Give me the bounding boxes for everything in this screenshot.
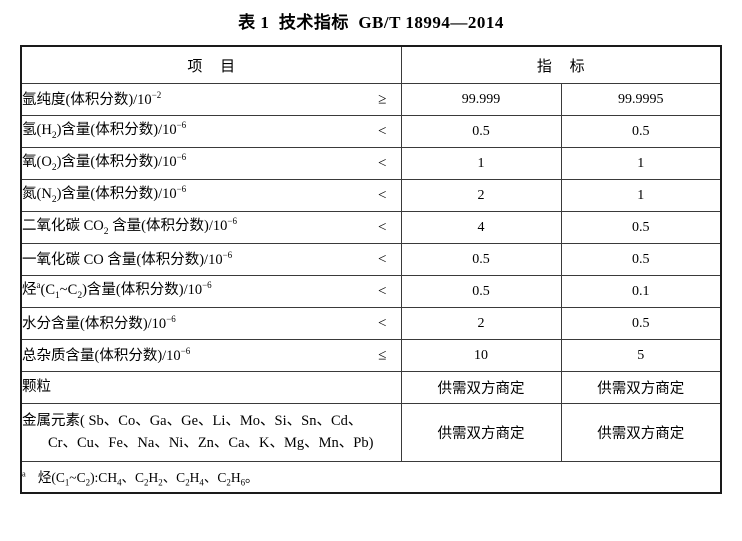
table-footnote: a 烃(C1~C2):CH4、C2H2、C2H4、C2H6。 [20, 461, 722, 494]
row-item-name: 颗粒 [20, 371, 402, 404]
row-value-1: 4 [400, 211, 562, 244]
column-header-item: 项 目 [20, 45, 402, 84]
row-value-1: 0.5 [400, 275, 562, 308]
row-operator: < [378, 315, 387, 332]
row-value-1: 1 [400, 147, 562, 180]
row-item-name: 总杂质含量(体积分数)/10−6 ≤ [20, 339, 402, 372]
table-row: 二氧化碳 CO2 含量(体积分数)/10−6 < 4 0.5 [20, 211, 722, 244]
row-value-1: 供需双方商定 [400, 371, 562, 404]
row-value-2: 0.5 [560, 243, 722, 276]
row-operator: < [378, 187, 387, 204]
table-row: 氧(O2)含量(体积分数)/10−6 < 1 1 [20, 147, 722, 180]
row-item-label: 烃a(C1~C2)含量(体积分数)/10−6 [22, 280, 212, 302]
row-item-label: 氩纯度(体积分数)/10−2 [22, 90, 162, 108]
row-item-name: 烃a(C1~C2)含量(体积分数)/10−6 < [20, 275, 402, 308]
row-item-label: 水分含量(体积分数)/10−6 [22, 314, 176, 332]
row-item-name: 一氧化碳 CO 含量(体积分数)/10−6 < [20, 243, 402, 276]
row-item-label: 氧(O2)含量(体积分数)/10−6 [22, 152, 187, 174]
row-operator: ≤ [378, 347, 387, 364]
table-row: 烃a(C1~C2)含量(体积分数)/10−6 < 0.5 0.1 [20, 275, 722, 308]
footnote-row: a 烃(C1~C2):CH4、C2H2、C2H4、C2H6。 [20, 461, 722, 494]
column-header-item-label: 项 目 [187, 58, 243, 75]
row-item-name: 氧(O2)含量(体积分数)/10−6 < [20, 147, 402, 180]
row-value-1: 99.999 [400, 83, 562, 116]
footnote-marker: a [22, 469, 26, 479]
technical-spec-table: 项 目 指 标 氩纯度(体积分数)/10−2 ≥ 99.999 99.9995 … [20, 45, 723, 494]
row-value-2: 0.1 [560, 275, 722, 308]
row-item-label: 总杂质含量(体积分数)/10−6 [22, 346, 191, 364]
row-operator: < [378, 251, 387, 268]
row-value-2: 0.5 [560, 115, 722, 148]
row-operator: < [378, 155, 387, 172]
row-value-1: 供需双方商定 [400, 403, 562, 462]
row-value-2: 1 [560, 179, 722, 212]
footnote-text: 烃(C1~C2):CH4、C2H2、C2H4、C2H6。 [37, 470, 259, 488]
table-row: 一氧化碳 CO 含量(体积分数)/10−6 < 0.5 0.5 [20, 243, 722, 276]
row-item-name: 金属元素( Sb、Co、Ga、Ge、Li、Mo、Si、Sn、Cd、 Cr、Cu、… [20, 403, 402, 462]
table-row: 水分含量(体积分数)/10−6 < 2 0.5 [20, 307, 722, 340]
row-item-label: 氢(H2)含量(体积分数)/10−6 [22, 120, 187, 142]
row-operator: ≥ [378, 91, 387, 108]
page-title: 表 1 技术指标 GB/T 18994—2014 [238, 13, 504, 32]
row-operator: < [378, 123, 387, 140]
table-row: 颗粒 供需双方商定 供需双方商定 [20, 371, 722, 404]
row-value-2: 1 [560, 147, 722, 180]
row-item-name: 氮(N2)含量(体积分数)/10−6 < [20, 179, 402, 212]
row-value-2: 供需双方商定 [560, 371, 722, 404]
spec-table-container: 项 目 指 标 氩纯度(体积分数)/10−2 ≥ 99.999 99.9995 … [20, 45, 723, 494]
row-value-1: 0.5 [400, 115, 562, 148]
table-row: 总杂质含量(体积分数)/10−6 ≤ 10 5 [20, 339, 722, 372]
table-row: 氮(N2)含量(体积分数)/10−6 < 2 1 [20, 179, 722, 212]
row-item-name: 二氧化碳 CO2 含量(体积分数)/10−6 < [20, 211, 402, 244]
row-item-label: 二氧化碳 CO2 含量(体积分数)/10−6 [22, 216, 237, 238]
table-row: 氩纯度(体积分数)/10−2 ≥ 99.999 99.9995 [20, 83, 722, 116]
row-operator: < [378, 283, 387, 300]
row-value-1: 10 [400, 339, 562, 372]
table-header: 项 目 指 标 [20, 45, 722, 84]
header-row: 项 目 指 标 [20, 45, 722, 84]
row-value-2: 0.5 [560, 307, 722, 340]
table-row: 氢(H2)含量(体积分数)/10−6 < 0.5 0.5 [20, 115, 722, 148]
row-value-1: 2 [400, 179, 562, 212]
column-header-spec-label: 指 标 [536, 58, 592, 75]
column-header-spec: 指 标 [400, 45, 722, 84]
row-item-label: 氮(N2)含量(体积分数)/10−6 [22, 184, 187, 206]
row-value-1: 0.5 [400, 243, 562, 276]
row-value-2: 供需双方商定 [560, 403, 722, 462]
row-value-1: 2 [400, 307, 562, 340]
row-value-2: 99.9995 [560, 83, 722, 116]
row-item-name: 氢(H2)含量(体积分数)/10−6 < [20, 115, 402, 148]
metal-elements-line-2: Cr、Cu、Fe、Na、Ni、Zn、Ca、K、Mg、Mn、Pb) [48, 434, 374, 451]
row-value-2: 5 [560, 339, 722, 372]
row-item-name: 水分含量(体积分数)/10−6 < [20, 307, 402, 340]
row-operator: < [378, 219, 387, 236]
row-item-label: 一氧化碳 CO 含量(体积分数)/10−6 [22, 250, 233, 268]
row-value-2: 0.5 [560, 211, 722, 244]
table-row: 金属元素( Sb、Co、Ga、Ge、Li、Mo、Si、Sn、Cd、 Cr、Cu、… [20, 403, 722, 462]
table-body: 氩纯度(体积分数)/10−2 ≥ 99.999 99.9995 氢(H2)含量(… [20, 83, 722, 494]
metal-elements-line-1: 金属元素( Sb、Co、Ga、Ge、Li、Mo、Si、Sn、Cd、 [22, 412, 363, 429]
row-item-name: 氩纯度(体积分数)/10−2 ≥ [20, 83, 402, 116]
